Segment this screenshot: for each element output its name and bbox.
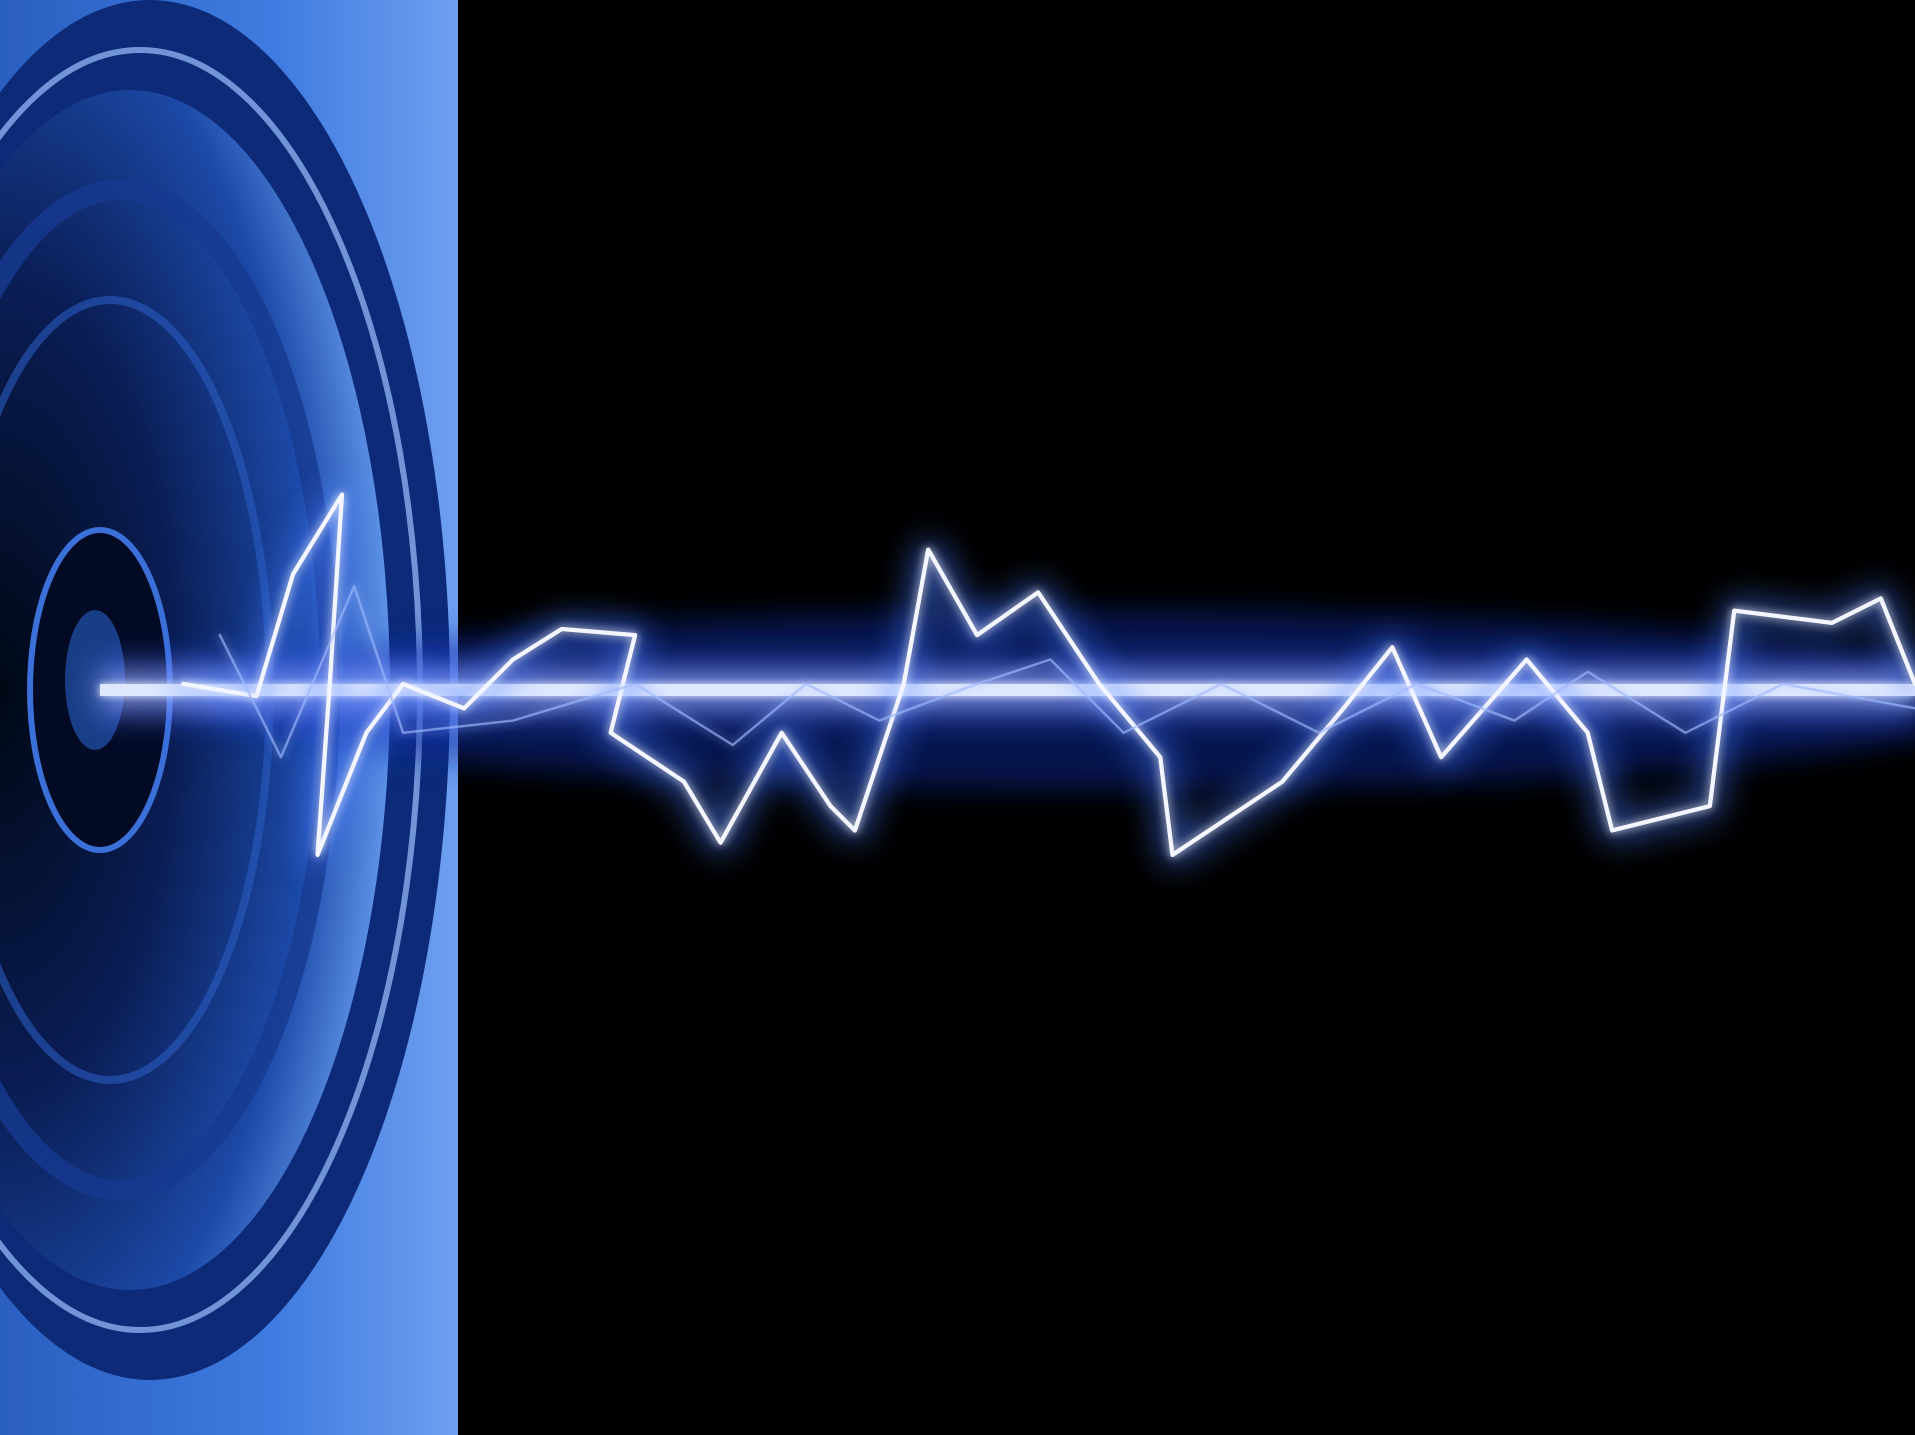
sound-wave [100, 486, 1915, 864]
